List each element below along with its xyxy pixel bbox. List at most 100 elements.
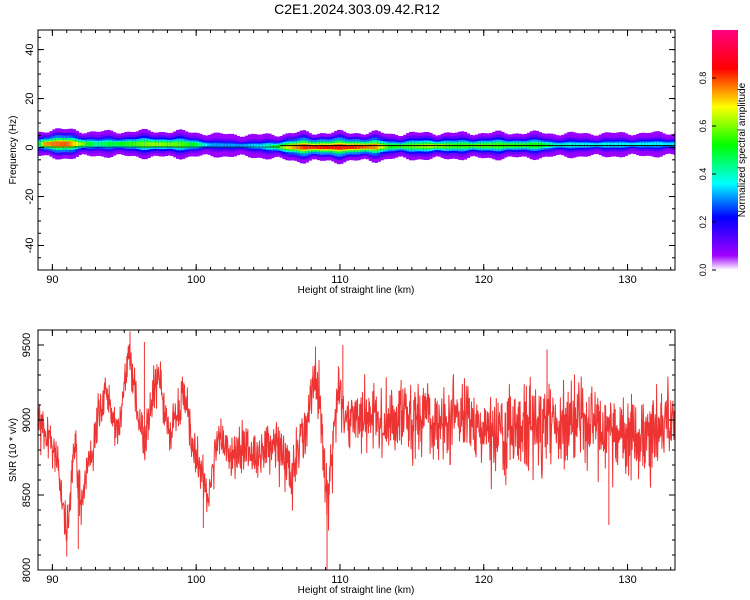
colorbar-tick-label: 0.6 <box>698 120 708 133</box>
spectrogram-cell <box>325 144 330 150</box>
snr-x-tick-label: 120 <box>475 574 493 586</box>
spectrogram-cell <box>383 144 387 149</box>
spectrogram-x-axis-label: Height of straight line (km) <box>298 285 415 296</box>
spectrogram-cell <box>132 142 137 146</box>
spectrogram-cell <box>659 142 663 147</box>
spectrogram-cell <box>104 141 108 147</box>
spectrogram-cell <box>348 144 353 149</box>
spectrogram-cell <box>230 143 235 148</box>
spectrogram-cell <box>233 143 238 148</box>
colorbar-gradient <box>712 30 738 270</box>
spectrogram-cell <box>58 141 62 147</box>
spectrogram-cell <box>650 142 655 147</box>
spectrogram-cell <box>150 142 154 147</box>
spectrogram-ticks: 90 100 110 120 130 40 20 0 -20 -40 <box>24 30 675 286</box>
spectrogram-cell <box>178 142 183 147</box>
spectrogram-cell <box>95 141 99 146</box>
spectrogram-cell <box>144 141 148 147</box>
spectrogram-cell <box>236 144 240 148</box>
spectrogram-cell <box>357 144 361 149</box>
spectrogram-cell <box>193 142 197 147</box>
spectrogram-cell <box>302 144 307 150</box>
snr-plot-area <box>38 331 675 570</box>
spectrogram-cell <box>86 142 91 146</box>
spectrogram-cell <box>621 142 626 147</box>
spectrogram-cell <box>319 144 324 150</box>
spectrogram-cell <box>593 143 597 147</box>
spectrogram-cell <box>196 142 200 147</box>
spectrogram-cell <box>43 142 48 146</box>
snr-panel: 90 100 110 120 130 9500 9000 8500 8000 Height of… <box>8 329 676 596</box>
spectrogram-cell <box>314 145 318 149</box>
spectrogram-cell <box>201 143 206 147</box>
spectrogram-cell <box>360 144 364 149</box>
spectrogram-heatmap <box>38 128 675 165</box>
spectrogram-cell <box>408 143 413 149</box>
spectrogram-cell <box>633 143 637 147</box>
spectrogram-cell <box>256 144 261 148</box>
spectrogram-cell <box>69 141 74 147</box>
spectrogram-x-tick-label: 120 <box>475 274 493 286</box>
spectrogram-cell <box>351 144 355 149</box>
spectrogram-cell <box>667 142 672 146</box>
spectrogram-cell <box>385 144 390 149</box>
spectrogram-cell <box>316 144 321 150</box>
spectrogram-cell <box>207 143 212 147</box>
spectrogram-cell <box>190 142 194 147</box>
spectrogram-cell <box>40 142 45 146</box>
spectrogram-cell <box>345 144 350 150</box>
spectrogram-cell <box>647 142 652 147</box>
spectrogram-cell <box>613 142 617 147</box>
spectrogram-cell <box>564 143 568 147</box>
spectrogram-y-tick-label: -20 <box>24 189 36 205</box>
spectrogram-cell <box>570 142 574 148</box>
spectrogram-cell <box>604 142 609 147</box>
spectrogram-cell <box>227 143 232 148</box>
spectrogram-frame <box>37 29 676 271</box>
spectrogram-cell <box>388 144 393 149</box>
spectrogram-cell <box>268 144 272 149</box>
spectrogram-cell <box>247 144 252 148</box>
spectrogram-cell <box>219 143 223 148</box>
spectrogram-x-tick-label: 90 <box>46 274 58 286</box>
spectrogram-cell <box>72 141 76 147</box>
spectrogram-cell <box>242 144 246 148</box>
spectrogram-cell <box>664 142 669 146</box>
spectrogram-cell <box>397 144 401 148</box>
spectrogram-cell <box>636 142 640 147</box>
spectrogram-cell <box>98 141 102 146</box>
spectrogram-cell <box>331 144 335 150</box>
spectrogram-cell <box>334 144 338 150</box>
spectrogram-cell <box>362 144 367 149</box>
spectrogram-cell <box>38 141 42 146</box>
spectrogram-cell <box>561 143 565 147</box>
spectrogram-cell <box>253 144 258 148</box>
spectrogram-cell <box>601 142 606 147</box>
spectrogram-cell <box>581 143 586 147</box>
spectrogram-cell <box>616 142 620 147</box>
spectrogram-cell <box>354 144 358 149</box>
snr-frame <box>37 329 676 571</box>
spectrogram-cell <box>558 143 563 147</box>
spectrogram-cell <box>296 144 301 150</box>
snr-x-tick-label: 110 <box>331 574 349 586</box>
spectrogram-cell <box>365 144 370 149</box>
snr-spikes <box>66 331 610 570</box>
spectrogram-cell <box>644 142 649 147</box>
spectrogram-cell <box>89 141 94 146</box>
snr-y-tick-label: 8000 <box>21 558 33 582</box>
spectrogram-cell <box>391 144 396 149</box>
spectrogram-cell <box>279 145 284 149</box>
spectrogram-cell <box>63 141 68 147</box>
spectrogram-cell <box>641 142 646 147</box>
spectrogram-cell <box>627 143 632 147</box>
spectrogram-cell <box>199 143 203 147</box>
spectrogram-cell <box>115 142 120 146</box>
spectrogram-x-tick-label: 100 <box>187 274 205 286</box>
spectrogram-cell <box>328 144 332 150</box>
spectrogram-cell <box>584 143 588 147</box>
spectrogram-cell <box>311 145 315 149</box>
spectrogram-cell <box>61 141 65 147</box>
spectrogram-cell <box>575 143 580 147</box>
